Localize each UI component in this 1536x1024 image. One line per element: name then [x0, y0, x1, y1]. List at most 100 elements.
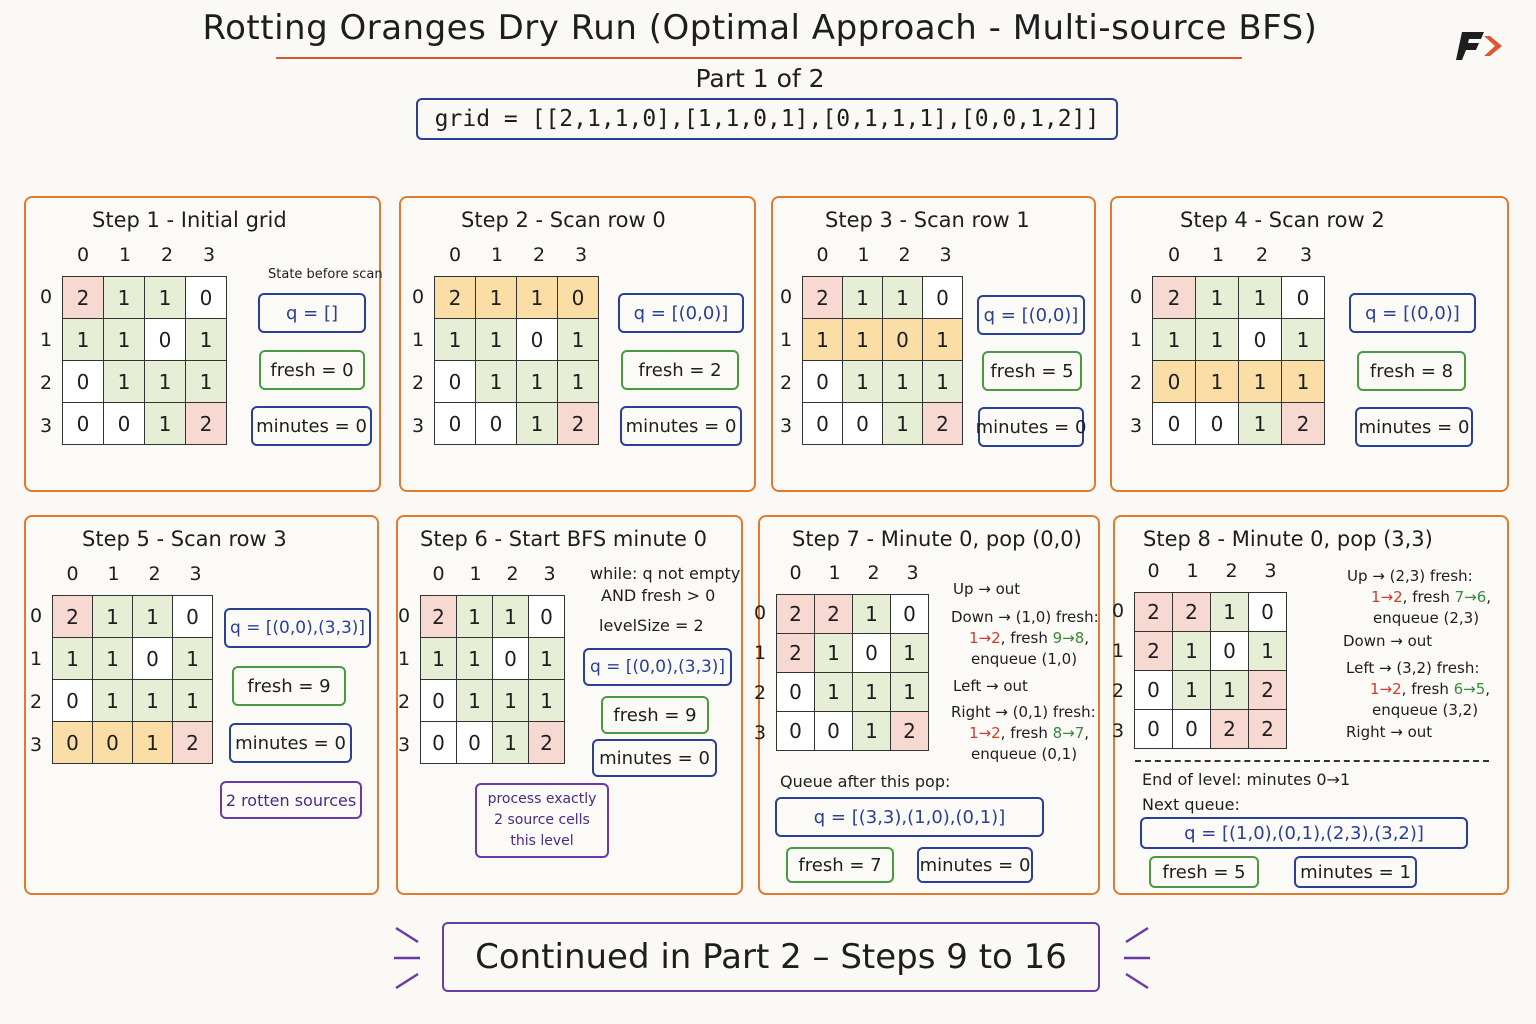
- grid-cell: 1: [1210, 592, 1249, 632]
- column-header: 3: [189, 563, 202, 585]
- brand-logo-icon: [1456, 32, 1502, 60]
- fresh-box: fresh = 8: [1357, 351, 1466, 391]
- title-underline: [276, 57, 1242, 59]
- grid-cell: 1: [132, 679, 173, 722]
- column-header: 2: [867, 562, 880, 584]
- grid-cell: 2: [802, 276, 843, 319]
- grid-cell: 0: [882, 318, 923, 361]
- grid-cell: 0: [1134, 670, 1173, 710]
- row-header: 0: [1129, 285, 1143, 308]
- grid-cell: 1: [172, 679, 213, 722]
- grid-cell: 2: [434, 276, 476, 319]
- grid-cell: 1: [492, 595, 529, 638]
- grid-cell: 1: [420, 637, 457, 680]
- step-title: Step 8 - Minute 0, pop (3,3): [1143, 527, 1433, 551]
- grid-cell: 1: [528, 637, 565, 680]
- grid-cell: 1: [1195, 276, 1239, 319]
- down-move-line: 1→2, fresh 9→8,: [969, 629, 1090, 647]
- grid-cell: 0: [132, 637, 173, 680]
- grid-cell: 1: [852, 711, 891, 751]
- grid-cell: 1: [557, 360, 599, 403]
- minutes-box: minutes = 0: [976, 407, 1086, 447]
- grid-cell: 1: [92, 679, 133, 722]
- grid-cell: 2: [528, 721, 565, 764]
- fresh-box: fresh = 0: [259, 350, 365, 390]
- column-header: 1: [469, 563, 482, 585]
- queue-box: q = [(0,0)]: [977, 295, 1085, 335]
- left-move: Left → out: [953, 677, 1028, 695]
- grid-cell: 0: [557, 276, 599, 319]
- column-header: 1: [1186, 560, 1199, 582]
- process-note-line: process exactly: [487, 791, 597, 807]
- grid-cell: 1: [814, 672, 853, 712]
- grid-cell: 0: [1238, 318, 1282, 361]
- grid-cell: 1: [922, 360, 963, 403]
- queue-box: q = [(0,0)]: [1349, 293, 1476, 333]
- grid-cell: 0: [185, 276, 227, 319]
- process-note-line: this level: [510, 833, 574, 849]
- grid-cell: 1: [1172, 670, 1211, 710]
- grid-cell: 2: [1134, 592, 1173, 632]
- grid-cell: 1: [882, 360, 923, 403]
- grid-cell: 1: [475, 276, 517, 319]
- grid-cell: 0: [922, 276, 963, 319]
- grid-cell: 0: [420, 721, 457, 764]
- grid-cell: 1: [1238, 360, 1282, 403]
- queue-label: Queue after this pop:: [780, 772, 951, 791]
- row-header: 1: [411, 328, 425, 351]
- grid-cell: 0: [62, 360, 104, 403]
- grid-cell: 1: [1172, 631, 1211, 671]
- level-divider: [1135, 760, 1489, 762]
- column-header: 1: [828, 562, 841, 584]
- grid-cell: 1: [475, 318, 517, 361]
- column-header: 3: [543, 563, 556, 585]
- row-header: 0: [397, 604, 411, 627]
- column-header: 0: [816, 244, 829, 266]
- grid-cell: 1: [842, 276, 883, 319]
- column-header: 1: [490, 244, 504, 266]
- grid-cell: 1: [185, 360, 227, 403]
- grid-cell: 1: [434, 318, 476, 361]
- grid-cell: 2: [1281, 402, 1325, 445]
- grid-cell: 0: [1134, 709, 1173, 749]
- column-header: 0: [66, 563, 79, 585]
- grid-cell: 0: [52, 679, 93, 722]
- column-header: 0: [76, 244, 90, 266]
- row-header: 3: [1111, 720, 1125, 742]
- grid-cell: 0: [528, 595, 565, 638]
- row-header: 2: [779, 371, 793, 394]
- step-title: Step 1 - Initial grid: [92, 208, 287, 232]
- minutes-box: minutes = 0: [1355, 407, 1473, 447]
- grid-cell: 0: [103, 402, 145, 445]
- row-header: 0: [29, 604, 43, 627]
- grid-cell: 0: [492, 637, 529, 680]
- down-move-line: Down → (1,0) fresh:: [951, 608, 1099, 626]
- grid-cell: 0: [1152, 360, 1196, 403]
- grid-cell: 2: [890, 711, 929, 751]
- fresh-box: fresh = 7: [786, 847, 894, 883]
- grid-definition: grid = [[2,1,1,0],[1,1,0,1],[0,1,1,1],[0…: [416, 98, 1118, 140]
- column-header: 3: [906, 562, 919, 584]
- grid-cell: 1: [1210, 670, 1249, 710]
- grid-cell: 1: [52, 637, 93, 680]
- part-label: Part 1 of 2: [695, 64, 825, 93]
- fresh-box: fresh = 5: [982, 351, 1082, 391]
- fresh-box: fresh = 9: [601, 696, 709, 734]
- queue-box: q = []: [258, 293, 366, 333]
- column-header: 2: [1225, 560, 1238, 582]
- continued-banner: Continued in Part 2 – Steps 9 to 16: [442, 922, 1100, 992]
